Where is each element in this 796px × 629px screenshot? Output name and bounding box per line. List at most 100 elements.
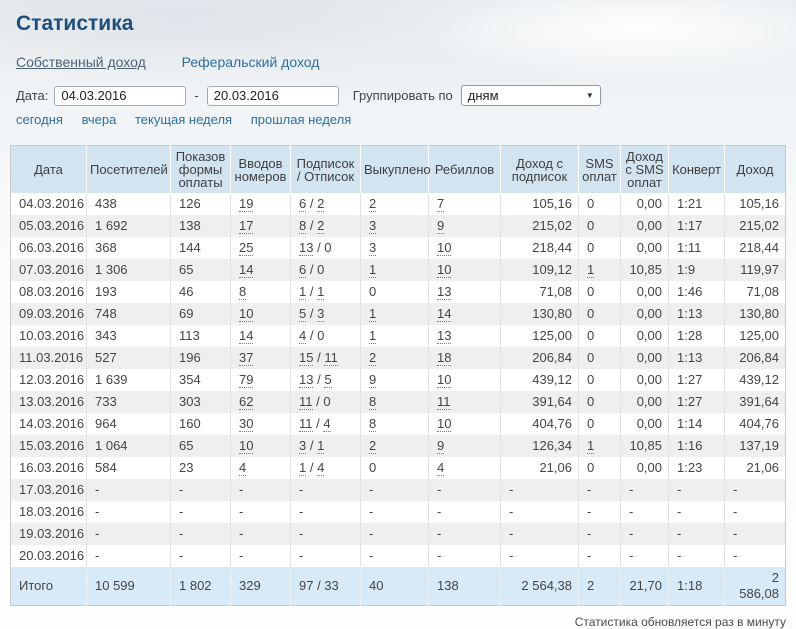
detail-link[interactable]: 1 bbox=[369, 328, 377, 344]
cell-subs-income: 391,64 bbox=[500, 391, 579, 413]
detail-link[interactable]: 11 bbox=[437, 394, 451, 410]
quick-link-yesterday[interactable]: вчера bbox=[81, 112, 117, 127]
detail-link[interactable]: 14 bbox=[239, 328, 254, 344]
detail-link[interactable]: 6 bbox=[299, 262, 307, 278]
quick-link-last-week[interactable]: прошлая неделя bbox=[250, 112, 352, 127]
cell-date: 04.03.2016 bbox=[19, 196, 85, 211]
detail-link[interactable]: 2 bbox=[369, 350, 377, 366]
detail-link[interactable]: 13 bbox=[437, 284, 452, 300]
detail-link[interactable]: 18 bbox=[437, 350, 452, 366]
cell-visitors: 1 692 bbox=[86, 215, 171, 237]
group-by-select[interactable]: дням ▼ bbox=[460, 85, 601, 106]
detail-link[interactable]: 10 bbox=[239, 306, 254, 322]
detail-link[interactable]: 11 bbox=[324, 350, 338, 366]
detail-link[interactable]: 8 bbox=[369, 416, 377, 432]
detail-link[interactable]: 8 bbox=[299, 218, 307, 234]
detail-link[interactable]: 4 bbox=[323, 416, 331, 432]
tab-referral-income[interactable]: Реферальский доход bbox=[181, 54, 320, 70]
detail-link[interactable]: 3 bbox=[317, 306, 325, 322]
detail-link[interactable]: 11 bbox=[299, 416, 313, 432]
detail-link[interactable]: 79 bbox=[239, 372, 254, 388]
detail-link[interactable]: 4 bbox=[239, 460, 247, 476]
date-to-input[interactable] bbox=[206, 85, 339, 106]
detail-link[interactable]: 9 bbox=[369, 372, 377, 388]
detail-link[interactable]: 2 bbox=[369, 438, 377, 454]
detail-link[interactable]: 5 bbox=[299, 306, 307, 322]
detail-link[interactable]: 2 bbox=[369, 196, 377, 212]
detail-link[interactable]: 1 bbox=[587, 438, 595, 454]
cell-subs-income: 215,02 bbox=[500, 215, 579, 237]
detail-link[interactable]: 2 bbox=[317, 218, 325, 234]
detail-link[interactable]: 4 bbox=[437, 460, 445, 476]
detail-link[interactable]: 9 bbox=[437, 438, 445, 454]
cell-rebills: - bbox=[428, 501, 501, 523]
detail-link[interactable]: 1 bbox=[369, 262, 377, 278]
detail-link[interactable]: 8 bbox=[239, 284, 247, 300]
cell-income: 215,02 bbox=[724, 215, 786, 237]
cell-sms-income: 0,00 bbox=[620, 325, 669, 347]
detail-link[interactable]: 14 bbox=[239, 262, 254, 278]
cell-number-entries: - bbox=[230, 501, 291, 523]
cell-number-entries: 79 bbox=[230, 369, 291, 391]
detail-link[interactable]: 13 bbox=[299, 372, 314, 388]
cell-payform-shows: 23 bbox=[170, 457, 231, 479]
cell-visitors: 368 bbox=[86, 237, 171, 259]
detail-link[interactable]: 1 bbox=[299, 284, 307, 300]
date-from-input[interactable] bbox=[54, 85, 187, 106]
cell-visitors: 733 bbox=[86, 391, 171, 413]
cell-income: 125,00 bbox=[724, 325, 786, 347]
cell-sms-payments: 1 bbox=[578, 259, 621, 281]
cell-bought: 2 bbox=[360, 435, 429, 457]
cell-bought: - bbox=[360, 545, 429, 567]
cell-income: - bbox=[724, 523, 786, 545]
cell-payform-shows: 1 802 bbox=[170, 567, 231, 606]
detail-link[interactable]: 14 bbox=[437, 306, 452, 322]
detail-link[interactable]: 6 bbox=[299, 196, 307, 212]
detail-link[interactable]: 13 bbox=[437, 328, 452, 344]
detail-link[interactable]: 1 bbox=[369, 306, 377, 322]
detail-link[interactable]: 15 bbox=[299, 350, 314, 366]
detail-link[interactable]: 10 bbox=[437, 372, 452, 388]
detail-link[interactable]: 30 bbox=[239, 416, 254, 432]
detail-link[interactable]: 3 bbox=[369, 240, 377, 256]
detail-link[interactable]: 10 bbox=[437, 416, 452, 432]
column-header-subs-unsubs: Подписок / Отписок bbox=[290, 145, 361, 193]
detail-link[interactable]: 3 bbox=[369, 218, 377, 234]
detail-link[interactable]: 62 bbox=[239, 394, 254, 410]
detail-link[interactable]: 8 bbox=[369, 394, 377, 410]
cell-bought: 1 bbox=[360, 259, 429, 281]
detail-link[interactable]: 5 bbox=[324, 372, 332, 388]
tab-own-income[interactable]: Собственный доход bbox=[16, 54, 146, 70]
detail-link[interactable]: 2 bbox=[317, 196, 325, 212]
detail-link[interactable]: 1 bbox=[587, 262, 595, 278]
detail-link[interactable]: 25 bbox=[239, 240, 254, 256]
detail-link[interactable]: 1 bbox=[317, 284, 325, 300]
detail-link[interactable]: 10 bbox=[437, 262, 452, 278]
detail-link[interactable]: 4 bbox=[299, 328, 307, 344]
cell-bought: 3 bbox=[360, 215, 429, 237]
column-header-sms-payments: SMS оплат bbox=[578, 145, 621, 193]
detail-link[interactable]: 10 bbox=[437, 240, 452, 256]
cell-number-entries: 30 bbox=[230, 413, 291, 435]
column-header-date: Дата bbox=[10, 145, 87, 193]
detail-link[interactable]: 3 bbox=[299, 438, 307, 454]
quick-link-today[interactable]: сегодня bbox=[16, 112, 63, 127]
cell-visitors: - bbox=[86, 523, 171, 545]
cell-sms-payments: 2 bbox=[578, 567, 621, 606]
detail-link[interactable]: 9 bbox=[437, 218, 445, 234]
detail-link[interactable]: 1 bbox=[299, 460, 307, 476]
detail-link[interactable]: 37 bbox=[239, 350, 254, 366]
cell-rebills: - bbox=[428, 479, 501, 501]
detail-link[interactable]: 4 bbox=[317, 460, 325, 476]
detail-link[interactable]: 10 bbox=[239, 438, 254, 454]
cell-date: 07.03.2016 bbox=[10, 259, 87, 281]
detail-link[interactable]: 13 bbox=[299, 240, 314, 256]
detail-link[interactable]: 11 bbox=[299, 394, 313, 410]
cell-sms-income: 10,85 bbox=[620, 435, 669, 457]
detail-link[interactable]: 7 bbox=[437, 196, 445, 212]
detail-link[interactable]: 17 bbox=[239, 218, 254, 234]
cell-subs-unsubs: 11 / 4 bbox=[290, 413, 361, 435]
quick-link-current-week[interactable]: текущая неделя bbox=[134, 112, 233, 127]
detail-link[interactable]: 19 bbox=[239, 196, 254, 212]
detail-link[interactable]: 1 bbox=[317, 438, 325, 454]
